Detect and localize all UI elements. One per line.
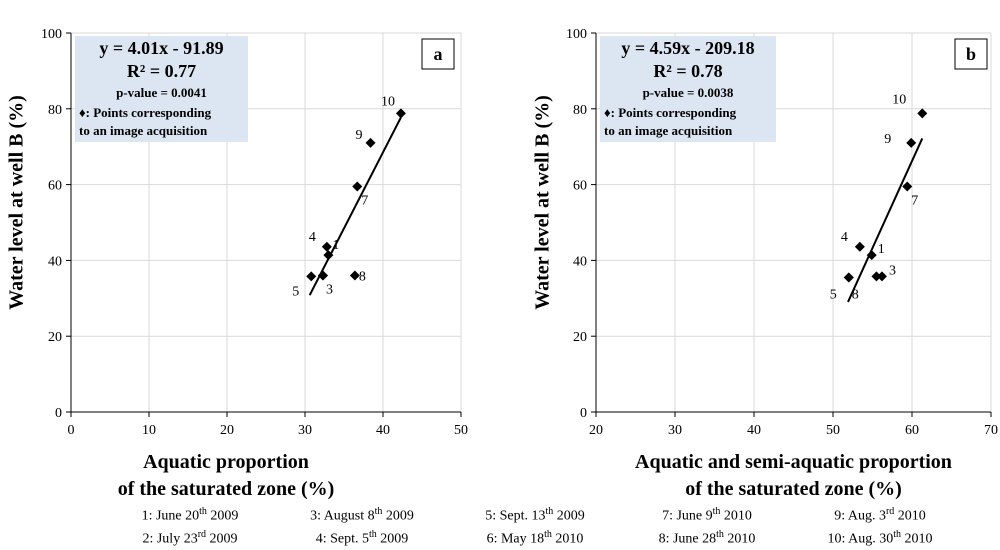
point-label-9: 9	[884, 132, 891, 147]
point-label-1: 1	[332, 238, 339, 253]
y-tick-label: 0	[55, 406, 62, 421]
data-point-7	[902, 181, 913, 192]
marker-note-line: to an image acquisition	[604, 123, 733, 138]
y-tick-label: 100	[566, 27, 587, 42]
panel-label-box	[954, 38, 988, 70]
data-point-2	[871, 271, 882, 282]
point-label-8: 8	[359, 270, 366, 285]
marker-note-line: ♦: Points corresponding	[79, 105, 212, 120]
legend-date-10: 10: Aug. 30th 2010	[827, 529, 933, 547]
p-value: p-value = 0.0041	[116, 85, 207, 100]
data-point-8	[843, 272, 854, 283]
x-tick-label: 50	[826, 423, 840, 438]
data-point-4	[854, 241, 865, 252]
data-point-9	[906, 137, 917, 148]
r-squared: R² = 0.78	[653, 61, 722, 81]
point-label-9: 9	[356, 128, 363, 143]
point-label-10: 10	[381, 94, 395, 109]
legend-date-3: 3: August 8th 2009	[310, 506, 414, 524]
x-axis-title-line: of the saturated zone (%)	[118, 478, 335, 500]
x-tick-label: 30	[668, 423, 682, 438]
y-axis-title: Water level at well B (%)	[6, 95, 28, 310]
x-tick-label: 20	[589, 423, 603, 438]
y-tick-label: 60	[48, 179, 62, 194]
point-label-4: 4	[841, 230, 848, 245]
panel-label-box	[421, 38, 455, 70]
data-point-3	[876, 271, 887, 282]
y-tick-label: 20	[573, 330, 587, 345]
legend-date-5: 5: Sept. 13th 2009	[485, 506, 585, 524]
point-label-3: 3	[889, 263, 896, 278]
point-label-7: 7	[911, 193, 918, 208]
data-point-1	[866, 250, 877, 261]
legend-date-1: 1: June 20th 2009	[141, 506, 239, 524]
y-tick-label: 100	[41, 27, 62, 42]
legend-date-4: 4: Sept. 5th 2009	[315, 529, 409, 547]
x-tick-label: 0	[68, 423, 75, 438]
marker-note-line: ♦: Points corresponding	[604, 105, 737, 120]
data-point-10	[917, 108, 928, 119]
r-squared: R² = 0.77	[127, 61, 196, 81]
date-legend: 1: June 20th 2009 2: July 23rd 2009 3: A…	[0, 500, 1000, 550]
x-axis-title-line: of the saturated zone (%)	[685, 478, 902, 500]
marker-note-line: to an image acquisition	[79, 123, 208, 138]
legend-date-2: 2: July 23rd 2009	[142, 529, 238, 547]
data-point-3	[317, 270, 328, 281]
point-label-5: 5	[830, 287, 837, 302]
regression-equation: y = 4.59x - 209.18	[621, 38, 754, 58]
y-axis-title: Water level at well B (%)	[532, 95, 554, 310]
point-label-7: 7	[361, 193, 368, 208]
y-tick-label: 80	[48, 103, 62, 118]
x-tick-label: 40	[376, 423, 390, 438]
data-point-4	[321, 241, 332, 252]
panel-label: a	[434, 44, 443, 64]
point-label-8: 8	[852, 287, 859, 302]
data-point-10	[395, 108, 406, 119]
p-value: p-value = 0.0038	[643, 85, 734, 100]
x-axis-title-line: Aquatic proportion	[143, 451, 309, 473]
point-label-1: 1	[878, 242, 885, 257]
data-point-7	[352, 181, 363, 192]
data-point-8	[349, 270, 360, 281]
x-tick-label: 10	[142, 423, 156, 438]
trendline	[847, 137, 924, 303]
y-tick-label: 20	[48, 330, 62, 345]
stats-box	[75, 36, 248, 142]
x-tick-label: 70	[984, 423, 998, 438]
x-axis-title-line: Aquatic and semi-aquatic proportion	[635, 451, 952, 473]
point-label-3: 3	[326, 283, 333, 298]
point-label-10: 10	[892, 92, 906, 107]
y-tick-label: 80	[573, 103, 587, 118]
point-label-4: 4	[309, 230, 316, 245]
x-tick-label: 40	[747, 423, 761, 438]
y-tick-label: 40	[573, 254, 587, 269]
chart-panel-a: 0 10 20 30 40 50 0 20 40 60 80 100 Water level at we…	[6, 27, 468, 500]
regression-equation: y = 4.01x - 91.89	[99, 38, 223, 58]
data-point-5	[306, 271, 317, 282]
panel-label: b	[966, 44, 976, 64]
trendline	[308, 116, 402, 296]
y-tick-label: 40	[48, 254, 62, 269]
y-tick-label: 60	[573, 179, 587, 194]
legend-date-7: 7: June 9th 2010	[662, 506, 752, 524]
data-point-1	[323, 250, 334, 261]
stats-box	[600, 36, 776, 142]
data-point-9	[365, 137, 376, 148]
x-tick-label: 60	[905, 423, 919, 438]
legend-date-9: 9: Aug. 3rd 2010	[834, 506, 926, 524]
legend-date-6: 6: May 18th 2010	[486, 529, 584, 547]
point-label-5: 5	[292, 284, 299, 299]
y-tick-label: 0	[580, 406, 587, 421]
x-tick-label: 30	[298, 423, 312, 438]
x-tick-label: 20	[220, 423, 234, 438]
x-tick-label: 50	[454, 423, 468, 438]
legend-date-8: 8: June 28th 2010	[658, 529, 756, 547]
